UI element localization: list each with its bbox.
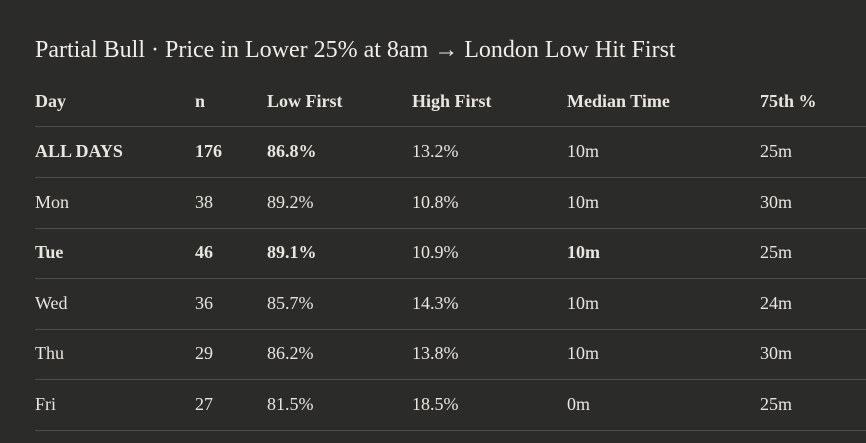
- table-cell: 10.8%: [412, 191, 459, 212]
- column-header: n: [195, 91, 206, 111]
- table-cell: 13.8%: [412, 343, 459, 364]
- table-cell: 89.1%: [267, 242, 317, 263]
- row-divider: [35, 278, 866, 279]
- table-cell: 46: [195, 242, 213, 263]
- row-divider: [35, 329, 866, 330]
- column-header: Day: [35, 91, 66, 111]
- column-header: Median Time: [567, 91, 670, 111]
- column-header: High First: [412, 91, 492, 111]
- column-header: 75th %: [760, 91, 817, 111]
- row-divider: [35, 379, 866, 380]
- table-cell: 81.5%: [267, 394, 314, 414]
- header-divider: [35, 126, 866, 127]
- table-cell: Wed: [35, 292, 68, 313]
- table-cell: 38: [195, 191, 213, 212]
- table-cell: 10m: [567, 191, 600, 212]
- table-cell: 25m: [760, 394, 793, 414]
- table-cell: Tue: [35, 242, 64, 263]
- table-cell: 86.2%: [267, 343, 314, 364]
- table-cell: 10.9%: [412, 242, 459, 263]
- table-cell: 25m: [760, 141, 793, 161]
- table-cell: 10m: [567, 292, 600, 313]
- table-cell: 89.2%: [267, 191, 314, 212]
- table-cell: Thu: [35, 343, 64, 364]
- table-cell: 27: [195, 394, 213, 414]
- table-cell: 10m: [567, 343, 600, 364]
- row-divider: [35, 228, 866, 229]
- table-cell: 29: [195, 343, 213, 364]
- table-cell: 85.7%: [267, 292, 314, 313]
- table-cell: 10m: [567, 242, 600, 263]
- table-cell: 14.3%: [412, 292, 459, 313]
- row-divider: [35, 430, 866, 431]
- column-header: Low First: [267, 91, 343, 111]
- table-cell: 30m: [760, 343, 793, 364]
- table-cell: Fri: [35, 394, 57, 414]
- table-cell: 36: [195, 292, 213, 313]
- table-cell: 176: [195, 141, 222, 161]
- table-cell: 18.5%: [412, 394, 459, 414]
- table-cell: 10m: [567, 141, 600, 161]
- table-title: Partial Bull · Price in Lower 25% at 8am…: [35, 37, 676, 63]
- table-cell: 86.8%: [267, 141, 317, 161]
- table-cell: 25m: [760, 242, 793, 263]
- row-divider: [35, 177, 866, 178]
- table-cell: 24m: [760, 292, 793, 313]
- table-cell: 13.2%: [412, 141, 459, 161]
- table-cell: Mon: [35, 191, 70, 212]
- table-cell: ALL DAYS: [35, 141, 123, 161]
- table-cell: 30m: [760, 191, 793, 212]
- table-cell: 0m: [567, 394, 591, 414]
